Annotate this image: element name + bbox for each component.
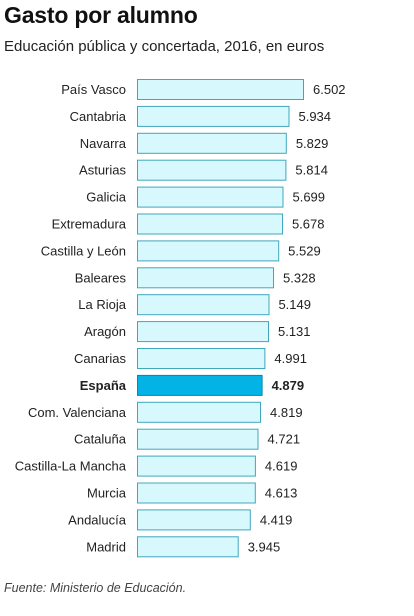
value-label: 5.699 — [292, 190, 325, 205]
value-label: 6.502 — [313, 82, 346, 97]
value-label: 4.819 — [270, 405, 303, 420]
value-label: 5.678 — [292, 217, 325, 232]
category-label: Cataluña — [74, 432, 127, 447]
bar — [137, 509, 251, 531]
category-label: Castilla y León — [41, 243, 126, 258]
value-label: 5.934 — [298, 109, 331, 124]
bar — [137, 348, 266, 369]
value-label: 3.945 — [248, 539, 281, 554]
category-label: Aragón — [84, 324, 126, 339]
value-label: 4.879 — [272, 378, 305, 393]
bar — [137, 186, 284, 208]
category-label: Navarra — [80, 136, 127, 151]
bar — [137, 321, 269, 343]
value-label: 5.814 — [295, 163, 328, 178]
category-label: Murcia — [87, 486, 127, 501]
bar — [137, 428, 259, 450]
category-label: Cantabria — [70, 109, 127, 124]
chart-title: Gasto por alumno — [4, 2, 198, 28]
value-label: 4.721 — [268, 432, 301, 447]
category-label: Baleares — [75, 270, 127, 285]
bar — [137, 240, 280, 262]
bar — [137, 159, 287, 181]
value-label: 5.829 — [296, 136, 329, 151]
bar — [137, 79, 304, 100]
category-label: Andalucía — [68, 512, 127, 527]
chart-subtitle: Educación pública y concertada, 2016, en… — [4, 38, 325, 55]
bar — [137, 105, 290, 127]
category-label: España — [80, 378, 127, 393]
bar — [137, 213, 283, 235]
bar — [137, 536, 239, 558]
value-label: 4.419 — [260, 512, 293, 527]
bar — [137, 132, 287, 154]
category-label: Extremadura — [52, 217, 127, 232]
value-label: 5.328 — [283, 270, 316, 285]
value-label: 5.529 — [288, 243, 321, 258]
bar-highlight — [137, 374, 263, 396]
category-label: Com. Valenciana — [28, 405, 127, 420]
value-label: 5.131 — [278, 324, 311, 339]
category-label: Castilla-La Mancha — [15, 459, 127, 474]
value-label: 4.991 — [274, 351, 307, 366]
bar — [137, 267, 274, 289]
category-label: Asturias — [79, 163, 126, 178]
category-label: País Vasco — [61, 82, 126, 97]
bar — [137, 401, 261, 423]
bar — [137, 294, 270, 316]
value-label: 4.619 — [265, 459, 298, 474]
category-label: Canarias — [74, 351, 127, 366]
source-note: Fuente: Ministerio de Educación. — [4, 581, 187, 595]
category-label: Madrid — [86, 539, 126, 554]
category-label: Galicia — [86, 190, 127, 205]
value-label: 4.613 — [265, 486, 298, 501]
category-label: La Rioja — [78, 297, 126, 312]
value-label: 5.149 — [278, 297, 311, 312]
bar — [137, 482, 256, 504]
bar — [137, 455, 256, 477]
